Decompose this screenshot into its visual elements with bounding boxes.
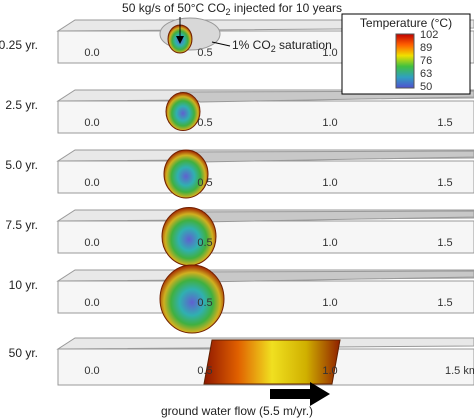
axis-label: 0.0 bbox=[84, 297, 99, 309]
time-label: 5.0 yr. bbox=[5, 158, 38, 172]
axis-label: 0.0 bbox=[84, 47, 99, 59]
legend-tick: 63 bbox=[420, 68, 432, 80]
axis-label: 0.5 bbox=[197, 47, 212, 59]
legend-tick: 76 bbox=[420, 55, 432, 67]
legend-tick: 50 bbox=[420, 81, 432, 93]
axis-label: 0.0 bbox=[84, 177, 99, 189]
axis-label: 0.5 bbox=[197, 117, 212, 129]
time-label: 7.5 yr. bbox=[5, 218, 38, 232]
axis-label: 1.0 bbox=[322, 47, 337, 59]
axis-label: 1.0 bbox=[322, 177, 337, 189]
saturation-surface bbox=[179, 210, 474, 223]
axis-label: 1.5 bbox=[437, 297, 452, 309]
axis-label: 1.5 bbox=[437, 237, 452, 249]
axis-label: 0.5 bbox=[197, 365, 212, 377]
slab-front bbox=[57, 100, 474, 134]
slab-front bbox=[57, 160, 474, 194]
time-label: 2.5 yr. bbox=[5, 98, 38, 112]
axis-label: 1.5 bbox=[437, 177, 452, 189]
axis-label: 0.0 bbox=[84, 237, 99, 249]
plume bbox=[163, 149, 209, 199]
axis-label: 1.0 bbox=[322, 117, 337, 129]
legend-tick: 102 bbox=[420, 29, 438, 41]
saturation-pointer bbox=[211, 41, 231, 47]
axis-label: 1.5 km bbox=[445, 365, 474, 377]
injection-note: 50 kg/s of 50°C CO2 injected for 10 year… bbox=[122, 1, 342, 17]
slab-front bbox=[57, 280, 474, 314]
axis-label: 0.5 bbox=[197, 297, 212, 309]
legend-title: Temperature (°C) bbox=[360, 16, 452, 30]
saturation-note: 1% CO2 saturation bbox=[232, 38, 332, 54]
axis-label: 1.5 bbox=[437, 117, 452, 129]
arrow-head bbox=[176, 36, 184, 44]
plume bbox=[165, 92, 201, 131]
saturation-surface bbox=[179, 270, 474, 283]
time-label: 50 yr. bbox=[9, 346, 38, 360]
axis-label: 0.5 bbox=[197, 177, 212, 189]
legend-tick: 89 bbox=[420, 42, 432, 54]
saturation-surface bbox=[179, 150, 474, 163]
axis-label: 1.0 bbox=[322, 365, 337, 377]
axis-label: 1.0 bbox=[322, 237, 337, 249]
time-label: 0.25 yr. bbox=[0, 38, 38, 52]
slab-front bbox=[57, 220, 474, 254]
flow-arrow bbox=[270, 389, 312, 399]
footer: ground water flow (5.5 m/yr.) bbox=[161, 404, 313, 418]
color-bar bbox=[395, 33, 415, 89]
axis-label: 1.0 bbox=[322, 297, 337, 309]
time-label: 10 yr. bbox=[9, 278, 38, 292]
axis-label: 0.0 bbox=[84, 365, 99, 377]
plume bbox=[159, 264, 225, 334]
flow-arrow-head bbox=[310, 382, 330, 406]
axis-label: 0.5 bbox=[197, 237, 212, 249]
plume bbox=[203, 339, 341, 385]
axis-label: 0.0 bbox=[84, 117, 99, 129]
